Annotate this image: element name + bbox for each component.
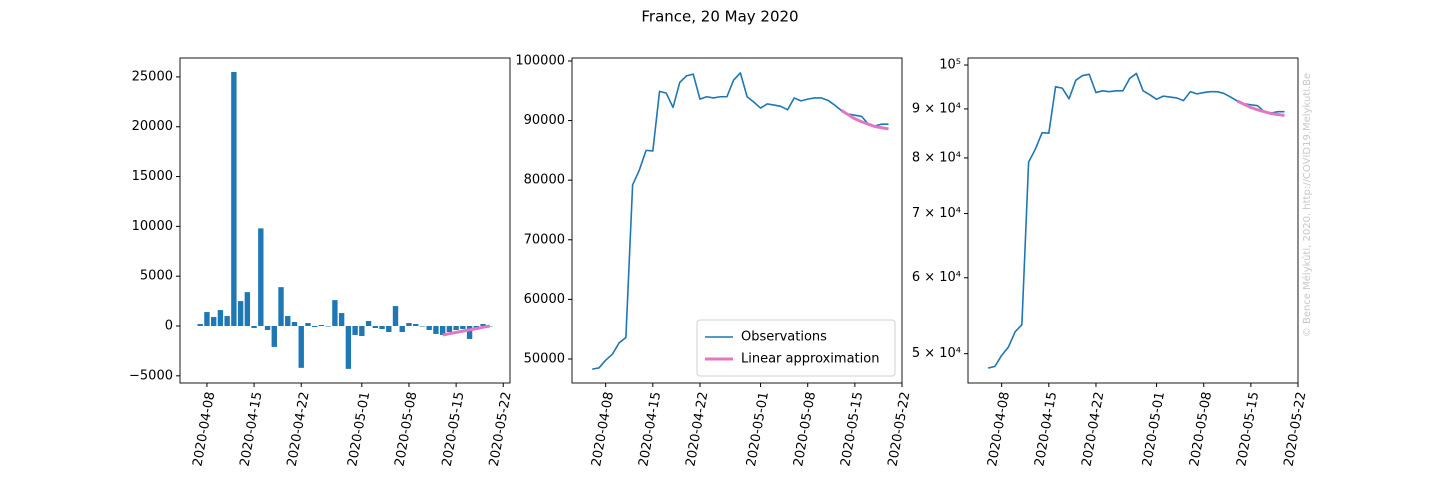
x-tick-label: 2020-05-08 — [791, 391, 819, 468]
y-tick-label: 10000 — [132, 219, 173, 234]
y-tick-label: 100000 — [515, 53, 565, 68]
bar — [237, 301, 244, 327]
series-line — [988, 72, 1285, 369]
bar — [244, 292, 251, 327]
bar — [312, 326, 318, 328]
bar — [379, 326, 385, 329]
x-tick-label: 2020-05-22 — [885, 391, 913, 468]
x-tick-label: 2020-05-01 — [345, 391, 373, 468]
legend-box — [696, 319, 896, 377]
bar — [386, 326, 392, 332]
y-tick-label: 50000 — [524, 351, 565, 366]
y-tick-label: 5 × 10⁴ — [912, 346, 961, 361]
x-tick-label: 2020-05-08 — [392, 391, 420, 468]
watermark: © Bence Mélykúti, 2020. http://COVID19.M… — [1301, 73, 1313, 337]
bar — [264, 326, 271, 330]
x-tick-label: 2020-05-15 — [838, 391, 866, 468]
bar — [392, 306, 399, 327]
bar — [352, 326, 358, 335]
y-tick-label: 8 × 10⁴ — [912, 150, 961, 165]
bar — [439, 326, 446, 335]
y-tick-label: 15000 — [132, 169, 173, 184]
bar — [406, 323, 412, 327]
axes-frame — [967, 57, 1299, 384]
bar — [325, 326, 331, 327]
x-tick-label: 2020-05-22 — [1281, 391, 1309, 468]
bar — [224, 316, 230, 327]
bar — [318, 325, 325, 327]
bar — [372, 326, 378, 329]
y-tick-label: 20000 — [132, 119, 173, 134]
bar — [231, 71, 237, 327]
y-tick-label: 9 × 10⁴ — [912, 101, 961, 116]
x-tick-label: 2020-04-15 — [636, 391, 664, 468]
x-tick-label: 2020-05-15 — [440, 391, 468, 468]
bar — [453, 326, 459, 330]
y-tick-label: −5000 — [129, 368, 173, 383]
bar — [271, 326, 277, 347]
bar — [426, 326, 432, 330]
x-tick-label: 2020-05-01 — [744, 391, 772, 468]
y-tick-label: 25000 — [132, 69, 173, 84]
fit-line — [442, 324, 491, 337]
bar — [251, 326, 257, 329]
bar — [345, 326, 352, 369]
bar — [399, 326, 405, 332]
x-tick-label: 2020-04-15 — [238, 391, 266, 468]
y-tick-label: 7 × 10⁴ — [912, 206, 961, 221]
x-tick-label: 2020-05-15 — [1234, 391, 1262, 468]
legend-label: Observations — [741, 330, 827, 345]
y-tick-label: 10⁵ — [939, 58, 961, 73]
bar — [197, 324, 203, 327]
bar — [285, 316, 291, 327]
bar — [210, 317, 217, 327]
series-line — [1236, 99, 1285, 117]
axes-frame — [179, 57, 511, 384]
y-tick-label: 70000 — [524, 232, 565, 247]
bar — [291, 322, 298, 327]
y-tick-label: 6 × 10⁴ — [912, 270, 961, 285]
x-tick-label: 2020-04-15 — [1032, 391, 1060, 468]
y-tick-label: 60000 — [524, 292, 565, 307]
bar — [365, 321, 372, 327]
bar — [217, 310, 224, 327]
x-tick-label: 2020-04-22 — [1079, 391, 1107, 468]
series-line — [592, 72, 889, 370]
figure-title: France, 20 May 2020 — [641, 8, 798, 26]
bar — [338, 313, 345, 327]
axes-frame — [571, 57, 903, 384]
x-tick-label: 2020-04-08 — [190, 391, 218, 468]
x-tick-label: 2020-05-01 — [1140, 391, 1168, 468]
bar — [258, 228, 264, 327]
bar — [278, 287, 284, 327]
bar — [204, 312, 210, 327]
legend-label: Linear approximation — [741, 352, 879, 367]
y-tick-label: 5000 — [140, 269, 173, 284]
y-tick-label: 80000 — [524, 173, 565, 188]
bar — [480, 324, 486, 327]
y-tick-label: 0 — [165, 319, 173, 334]
bar — [446, 326, 453, 332]
bar — [419, 326, 426, 327]
bar — [433, 326, 439, 334]
x-tick-label: 2020-05-22 — [487, 391, 515, 468]
x-tick-label: 2020-04-08 — [589, 391, 617, 468]
series-line — [840, 109, 889, 131]
x-tick-label: 2020-04-22 — [285, 391, 313, 468]
bar — [332, 300, 338, 327]
bar — [359, 326, 365, 336]
bar — [305, 323, 311, 327]
x-tick-label: 2020-04-22 — [683, 391, 711, 468]
bar — [298, 326, 304, 368]
y-tick-label: 90000 — [524, 113, 565, 128]
x-tick-label: 2020-04-08 — [985, 391, 1013, 468]
bar — [466, 326, 473, 339]
bar — [413, 324, 419, 327]
bar — [460, 326, 466, 329]
x-tick-label: 2020-05-08 — [1187, 391, 1215, 468]
